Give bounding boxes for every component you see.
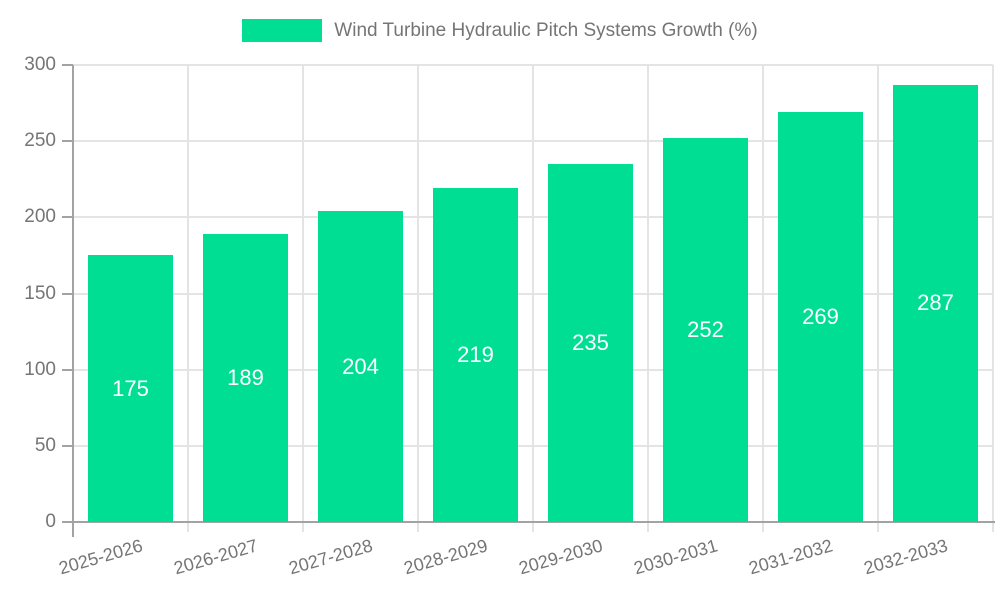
bar[interactable]: 252 (663, 138, 748, 522)
y-axis-tick (62, 216, 73, 219)
y-axis-tick-label: 200 (24, 206, 56, 228)
bar-value-label: 189 (227, 365, 264, 391)
y-axis-tick (62, 64, 73, 66)
bar-value-label: 252 (687, 317, 724, 343)
vertical-gridline (647, 65, 649, 532)
x-axis-tick-label: 2030-2031 (631, 535, 721, 579)
y-axis-tick-label: 0 (45, 511, 56, 532)
plot-area: 0 50 100 150 200 250 300 175 189 204 219 235 252 269 2… (24, 55, 995, 578)
x-axis-tick-label: 2025-2026 (56, 535, 146, 579)
x-axis-tick-label: 2028-2029 (401, 535, 491, 579)
horizontal-gridline (73, 64, 993, 66)
y-axis-tick-label: 50 (34, 434, 56, 456)
vertical-gridline (762, 65, 764, 532)
legend-swatch[interactable] (242, 19, 323, 42)
vertical-gridline (302, 65, 304, 532)
legend-label[interactable]: Wind Turbine Hydraulic Pitch Systems Gro… (334, 19, 758, 41)
y-axis-tick (62, 292, 73, 295)
y-axis-tick (62, 140, 73, 143)
bar[interactable]: 175 (88, 255, 173, 522)
bar-value-label: 287 (917, 290, 954, 316)
horizontal-gridline (73, 292, 993, 295)
bar[interactable]: 204 (318, 211, 403, 522)
vertical-gridline (187, 65, 189, 532)
bar-value-label: 175 (112, 375, 149, 401)
x-axis-tick-label: 2031-2032 (746, 535, 836, 579)
horizontal-gridline (73, 444, 993, 447)
bar-value-label: 219 (457, 342, 494, 368)
x-axis-tick-label: 2026-2027 (171, 535, 261, 579)
vertical-gridline (992, 65, 994, 532)
y-axis-tick (62, 444, 73, 447)
vertical-gridline (877, 65, 879, 532)
bar[interactable]: 219 (433, 188, 518, 522)
x-axis-tick-label: 2032-2033 (861, 535, 951, 579)
bar-value-label: 235 (572, 330, 609, 355)
horizontal-gridline (73, 216, 993, 219)
y-axis-tick (62, 368, 73, 371)
bar-value-label: 269 (802, 304, 839, 330)
bar[interactable]: 287 (893, 84, 978, 522)
bar[interactable]: 189 (203, 234, 288, 522)
y-axis-line (72, 65, 74, 537)
bar[interactable]: 235 (548, 164, 633, 522)
horizontal-gridline (73, 140, 993, 143)
y-axis-tick-label: 100 (24, 358, 56, 380)
y-axis-tick-label: 150 (24, 282, 56, 304)
y-axis-tick-label: 250 (24, 130, 56, 152)
vertical-gridline (532, 65, 534, 532)
legend[interactable]: Wind Turbine Hydraulic Pitch Systems Gro… (0, 19, 1000, 42)
horizontal-gridline (73, 368, 993, 371)
y-axis-tick-label: 300 (24, 54, 56, 75)
vertical-gridline (417, 65, 419, 532)
x-axis-tick-label: 2029-2030 (516, 535, 606, 579)
y-axis-tick (62, 521, 73, 523)
bar[interactable]: 269 (778, 112, 863, 522)
x-axis-tick-label: 2027-2028 (286, 535, 376, 579)
bar-value-label: 204 (342, 353, 379, 379)
x-axis-line (72, 521, 995, 523)
